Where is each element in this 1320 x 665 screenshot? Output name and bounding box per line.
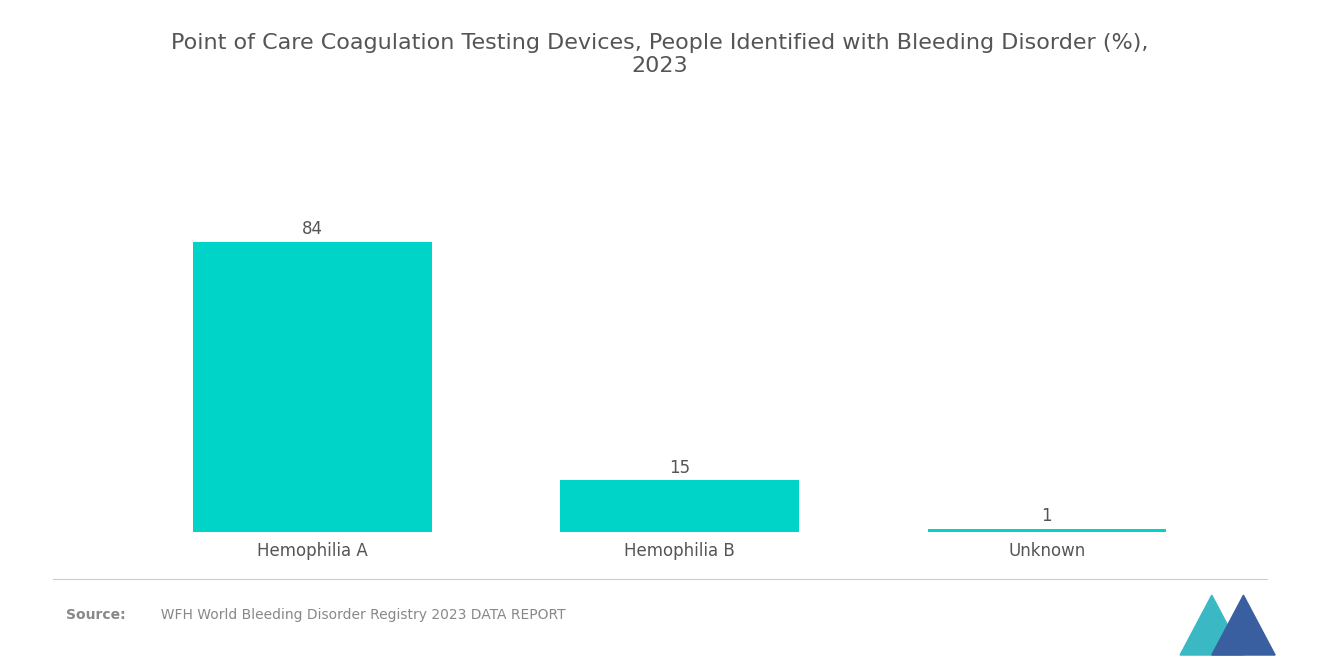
Text: Source:: Source: (66, 608, 125, 622)
Bar (561, 480, 799, 532)
Bar (193, 241, 432, 532)
Text: 84: 84 (302, 220, 323, 238)
Bar (928, 529, 1167, 532)
Text: WFH World Bleeding Disorder Registry 2023 DATA REPORT: WFH World Bleeding Disorder Registry 202… (152, 608, 565, 622)
Text: 1: 1 (1041, 507, 1052, 525)
Text: Point of Care Coagulation Testing Devices, People Identified with Bleeding Disor: Point of Care Coagulation Testing Device… (172, 33, 1148, 76)
Text: 15: 15 (669, 459, 690, 477)
Polygon shape (1180, 595, 1243, 655)
Polygon shape (1212, 595, 1275, 655)
